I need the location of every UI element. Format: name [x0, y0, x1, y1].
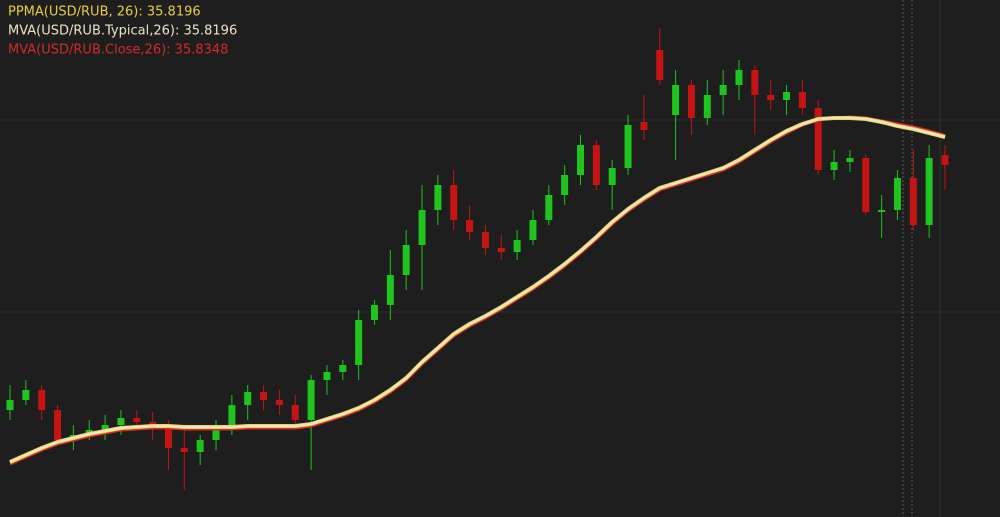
ma-line [9, 116, 946, 464]
candle-body [339, 365, 347, 372]
candle-body [260, 392, 268, 400]
plot [6, 28, 949, 490]
candle-body [893, 178, 901, 210]
candle-body [275, 400, 283, 405]
candle-body [814, 108, 822, 170]
candle-body [402, 245, 410, 275]
candle-body [545, 195, 553, 220]
candle-body [830, 162, 838, 170]
candle-body [687, 85, 695, 118]
candle-body [783, 92, 791, 100]
legend-entry: PPMA(USD/RUB, 26): 35.8196 [8, 5, 201, 20]
legend-entry: MVA(USD/RUB.Close,26): 35.8348 [8, 43, 228, 58]
candle-body [672, 85, 680, 115]
candle-body [418, 210, 426, 245]
candle-body [466, 220, 474, 232]
legend-entry: MVA(USD/RUB.Typical,26): 35.8196 [8, 24, 237, 39]
candle-body [386, 275, 394, 305]
candle-body [608, 168, 616, 185]
candle-body [54, 410, 62, 440]
candle-body [117, 418, 125, 425]
candle-body [529, 220, 537, 240]
candle-body [323, 372, 331, 380]
candle-body [6, 400, 14, 410]
candle-body [228, 405, 236, 428]
candle-body [22, 390, 30, 400]
candle-body [180, 448, 188, 452]
candle-body [513, 240, 521, 252]
candle-body [481, 232, 489, 248]
candle-body [561, 175, 569, 195]
candle-body [164, 428, 172, 448]
candle-body [925, 158, 933, 225]
candle-body [434, 185, 442, 210]
candle-body [640, 122, 648, 130]
candle-body [101, 425, 109, 430]
candle-body [735, 70, 743, 85]
legend: PPMA(USD/RUB, 26): 35.8196 MVA(USD/RUB.Ty… [8, 5, 237, 58]
candle-body [751, 70, 759, 95]
candle-body [291, 405, 299, 420]
candle-body [719, 85, 727, 95]
candle-body [355, 320, 363, 365]
candle-body [497, 248, 505, 252]
candle-body [244, 392, 252, 405]
candle-body [307, 380, 315, 420]
candle-body [212, 428, 220, 440]
candle-body [878, 210, 886, 212]
candle-body [941, 155, 949, 165]
candle-body [370, 305, 378, 320]
candle-body [656, 50, 664, 80]
candle-body [196, 440, 204, 452]
candle-body [577, 145, 585, 175]
candle-body [450, 185, 458, 220]
candle-body [38, 390, 46, 410]
candle-body [862, 158, 870, 212]
candle-body [767, 95, 775, 100]
candle-body [703, 95, 711, 118]
candle-body [846, 158, 854, 162]
candle-body [909, 178, 917, 225]
candle-body [798, 92, 806, 108]
candle-body [592, 145, 600, 185]
candle-body [624, 125, 632, 168]
candle-body [133, 418, 141, 422]
